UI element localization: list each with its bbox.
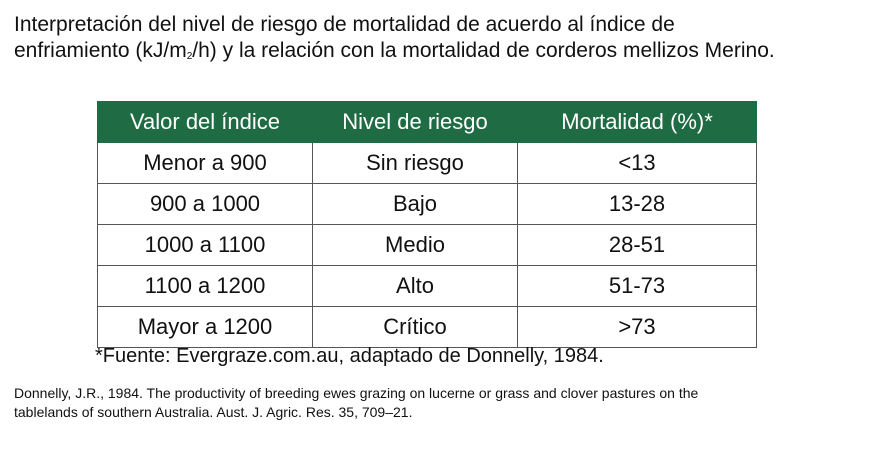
table-row: Menor a 900 Sin riesgo <13 <box>97 142 757 184</box>
cell-mortality: 51-73 <box>517 265 757 307</box>
reference-line-2: tablelands of southern Australia. Aust. … <box>14 404 413 420</box>
cell-mortality: 13-28 <box>517 183 757 225</box>
reference-line-1: Donnelly, J.R., 1984. The productivity o… <box>14 385 699 401</box>
cell-index-value: 1100 a 1200 <box>97 265 313 307</box>
table-row: 900 a 1000 Bajo 13-28 <box>97 183 757 225</box>
title-line-1: Interpretación del nivel de riesgo de mo… <box>14 13 675 36</box>
page-title: Interpretación del nivel de riesgo de mo… <box>14 12 864 70</box>
header-index-value: Valor del índice <box>97 101 313 143</box>
cell-mortality: >73 <box>517 306 757 348</box>
table-row: 1100 a 1200 Alto 51-73 <box>97 265 757 307</box>
risk-table: Valor del índice Nivel de riesgo Mortali… <box>97 101 757 348</box>
cell-risk-level: Sin riesgo <box>312 142 518 184</box>
table-row: Mayor a 1200 Crítico >73 <box>97 306 757 348</box>
table-row: 1000 a 1100 Medio 28-51 <box>97 224 757 266</box>
cell-mortality: <13 <box>517 142 757 184</box>
title-line-2: enfriamiento (kJ/m2/h) y la relación con… <box>14 38 864 70</box>
header-risk-level: Nivel de riesgo <box>312 101 518 143</box>
table-header-row: Valor del índice Nivel de riesgo Mortali… <box>97 101 757 143</box>
cell-index-value: Mayor a 1200 <box>97 306 313 348</box>
bibliographic-reference: Donnelly, J.R., 1984. The productivity o… <box>14 384 876 422</box>
cell-risk-level: Medio <box>312 224 518 266</box>
cell-risk-level: Bajo <box>312 183 518 225</box>
cell-index-value: 1000 a 1100 <box>97 224 313 266</box>
source-note: *Fuente: Evergraze.com.au, adaptado de D… <box>95 345 604 367</box>
cell-risk-level: Alto <box>312 265 518 307</box>
cell-index-value: Menor a 900 <box>97 142 313 184</box>
header-mortality: Mortalidad (%)* <box>517 101 757 143</box>
title-line-2-end: /h) y la relación con la mortalidad de c… <box>192 39 775 62</box>
cell-risk-level: Crítico <box>312 306 518 348</box>
title-subscript: 2 <box>186 51 193 62</box>
cell-mortality: 28-51 <box>517 224 757 266</box>
cell-index-value: 900 a 1000 <box>97 183 313 225</box>
title-line-2-start: enfriamiento (kJ/m <box>14 39 187 62</box>
